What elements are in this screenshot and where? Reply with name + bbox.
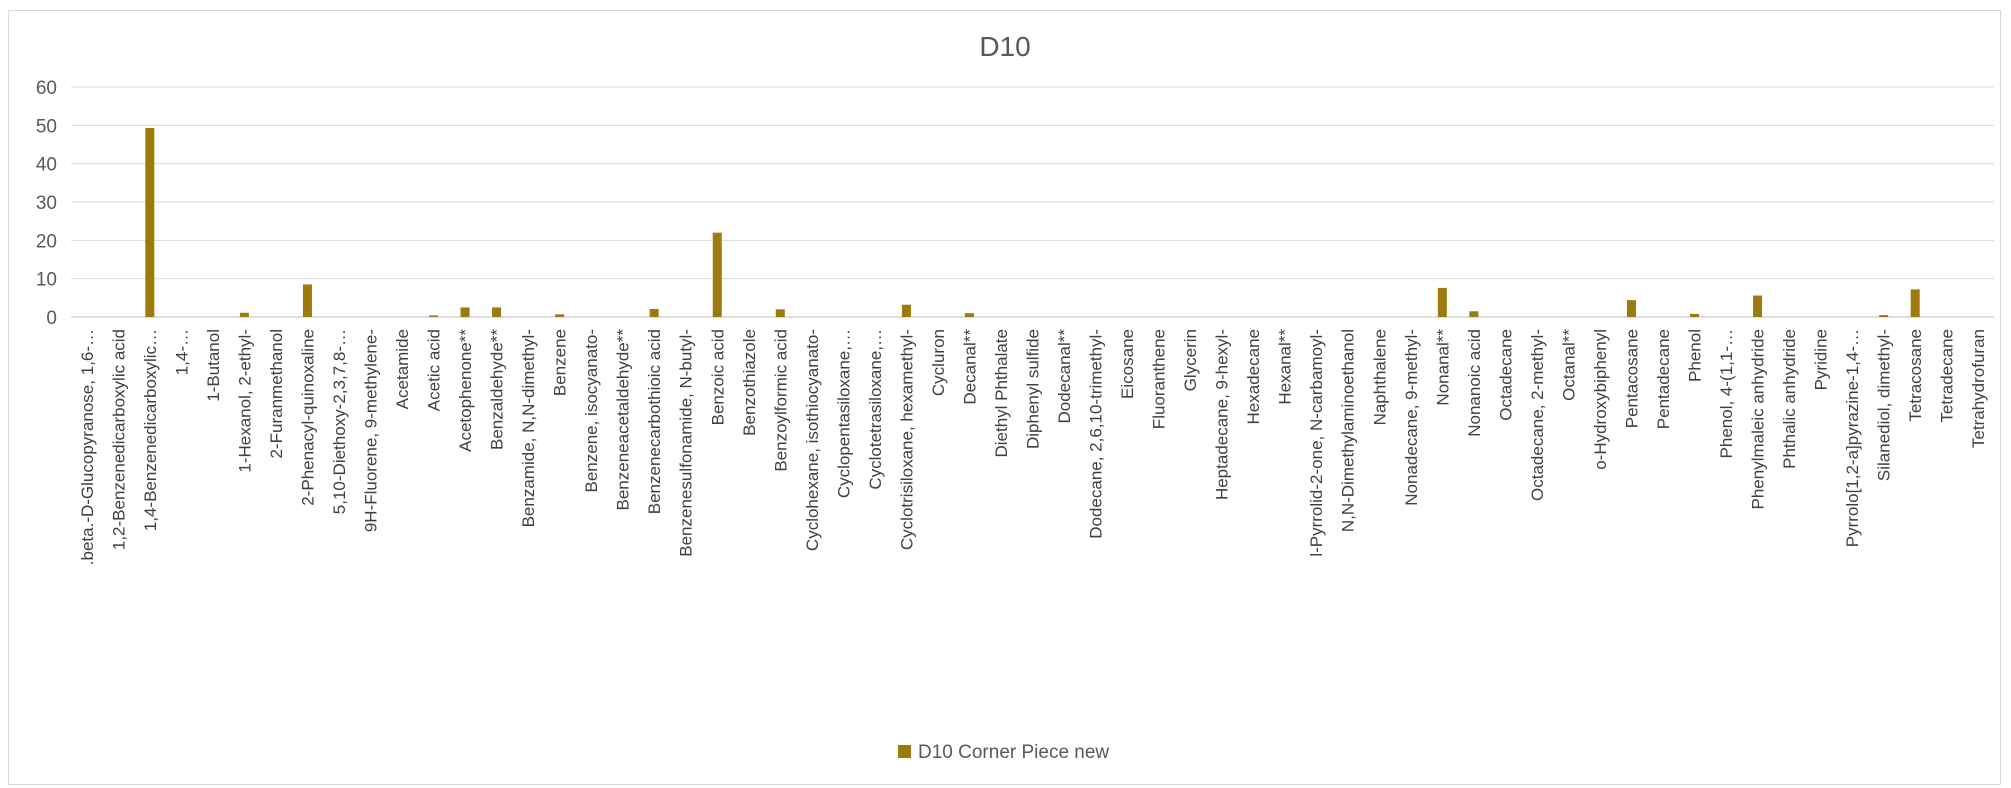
bar [1626, 300, 1636, 317]
x-tick-label: 9H-Fluorene, 9-methylene- [361, 329, 380, 532]
x-tick-label: 2-Phenacyl-quinoxaline [298, 329, 317, 506]
x-tick-label: Benzaldehyde** [488, 329, 507, 450]
y-tick-label: 50 [36, 116, 57, 137]
x-tick-label: Tetrahydrofuran [1969, 329, 1988, 448]
x-axis-ticks: .beta.-D-Glucopyranose, 1,6-… 1,2-Benzene… [78, 329, 1988, 566]
bar [964, 313, 974, 317]
bar [145, 128, 155, 317]
x-tick-label: Acetamide [393, 329, 412, 409]
y-tick-label: 10 [36, 270, 57, 291]
legend-swatch [898, 745, 911, 758]
x-tick-label: Hexadecane [1244, 329, 1263, 424]
bar [492, 307, 502, 317]
y-tick-label: 0 [46, 308, 57, 329]
x-tick-label: Benzenecarbothioic acid [645, 329, 664, 514]
x-tick-label: Cycluron [929, 329, 948, 396]
bar [712, 232, 722, 317]
x-tick-label: Pyridine [1812, 329, 1831, 390]
x-tick-label: Benzenesulfonamide, N-butyl- [677, 329, 696, 557]
bar-chart: D10 0 10 20 30 40 50 60 .beta.-D-Glucopyranose… [36, 31, 1994, 763]
x-tick-label: Tetradecane [1938, 329, 1957, 423]
x-tick-label: Pentadecane [1654, 329, 1673, 429]
x-tick-label: Dodecanal** [1055, 329, 1074, 424]
x-tick-label: Dodecane, 2,6,10-trimethyl- [1087, 329, 1106, 539]
x-tick-label: .beta.-D-Glucopyranose, 1,6-… [78, 329, 97, 565]
x-tick-label: 1-Butanol [204, 329, 223, 402]
x-tick-label: Nonanoic acid [1465, 329, 1484, 437]
x-tick-label: Nonanal** [1433, 329, 1452, 406]
bar [1879, 315, 1889, 317]
bar [1437, 287, 1447, 317]
x-tick-label: o-Hydroxybiphenyl [1591, 329, 1610, 470]
x-tick-label: 1,4-Benzenedicarboxylic… [141, 329, 160, 531]
bar [429, 315, 439, 317]
x-tick-label: Octadecane [1496, 329, 1515, 421]
x-tick-label: Phthalic anhydride [1780, 329, 1799, 469]
bar [1469, 311, 1479, 317]
x-tick-label: Phenol, 4-(1,1-… [1717, 329, 1736, 458]
bar [1753, 295, 1763, 317]
x-tick-label: Hexanal** [1276, 329, 1295, 405]
bar [302, 284, 312, 317]
x-tick-label: Octanal** [1559, 329, 1578, 401]
x-tick-label: Cyclopentasiloxane,… [834, 329, 853, 498]
bars [145, 128, 1920, 317]
x-tick-label: Octadecane, 2-methyl- [1528, 329, 1547, 501]
x-tick-label: Fluoranthene [1150, 329, 1169, 429]
x-tick-label: Cyclohexane, isothiocyanato- [803, 329, 822, 551]
bar [901, 304, 911, 317]
x-tick-label: Acetophenone** [456, 329, 475, 452]
x-tick-label: Cyclotrisiloxane, hexamethyl- [897, 329, 916, 550]
x-tick-label: Silanediol, dimethyl- [1875, 329, 1894, 481]
bar [1910, 289, 1920, 317]
bar [460, 307, 470, 317]
x-tick-label: 5,10-Diethoxy-2,3,7,8-… [330, 329, 349, 514]
x-tick-label: 2-Furanmethanol [267, 329, 286, 458]
x-tick-label: Decanal** [960, 329, 979, 405]
x-tick-label: Benzoic acid [708, 329, 727, 425]
x-tick-label: 1,4-… [172, 329, 191, 375]
x-tick-label: Benzene, isocyanato- [582, 329, 601, 493]
x-tick-label: Diethyl Phthalate [992, 329, 1011, 458]
legend: D10 Corner Piece new [898, 742, 1109, 763]
x-tick-label: Phenylmaleic anhydride [1749, 329, 1768, 510]
x-tick-label: Acetic acid [425, 329, 444, 411]
x-tick-label: Diphenyl sulfide [1024, 329, 1043, 449]
x-tick-label: Tetracosane [1906, 329, 1925, 422]
bar [1690, 313, 1700, 317]
chart-frame: D10 0 10 20 30 40 50 60 .beta.-D-Glucopyranose… [8, 10, 2001, 785]
y-tick-label: 20 [36, 231, 57, 252]
x-tick-label: Cyclotetrasiloxane,… [866, 329, 885, 490]
x-tick-label: Eicosane [1118, 329, 1137, 399]
bar [555, 314, 565, 317]
x-tick-label: Benzamide, N,N-dimethyl- [519, 329, 538, 527]
x-tick-label: Phenol [1686, 329, 1705, 382]
y-tick-label: 30 [36, 193, 57, 214]
y-tick-label: 60 [36, 78, 57, 99]
x-tick-label: Benzothiazole [740, 329, 759, 436]
bar [775, 309, 785, 317]
x-tick-label: Glycerin [1181, 329, 1200, 391]
x-tick-label: Pyrrolo[1,2-a]pyrazine-1,4-… [1843, 329, 1862, 547]
x-tick-label: 1,2-Benzenedicarboxylic acid [109, 329, 128, 550]
legend-label: D10 Corner Piece new [918, 742, 1109, 763]
x-tick-label: l-Pyrrolid-2-one, N-carbamoyl- [1307, 329, 1326, 557]
x-tick-label: Nonadecane, 9-methyl- [1402, 329, 1421, 506]
y-axis-ticks: 0 10 20 30 40 50 60 [36, 78, 57, 329]
bar [239, 312, 249, 317]
x-tick-label: Naphthalene [1370, 329, 1389, 425]
x-tick-label: Benzoylformic acid [771, 329, 790, 472]
x-tick-label: Benzeneacetaldehyde** [614, 329, 633, 511]
x-tick-label: Benzene [551, 329, 570, 396]
y-tick-label: 40 [36, 155, 57, 176]
x-tick-label: N,N-Dimethylaminoethanol [1339, 329, 1358, 532]
chart-title: D10 [979, 31, 1030, 62]
x-tick-label: 1-Hexanol, 2-ethyl- [235, 329, 254, 473]
x-tick-label: Pentacosane [1622, 329, 1641, 428]
gridlines [71, 86, 1994, 318]
x-tick-label: Heptadecane, 9-hexyl- [1213, 329, 1232, 500]
bar [649, 308, 659, 317]
